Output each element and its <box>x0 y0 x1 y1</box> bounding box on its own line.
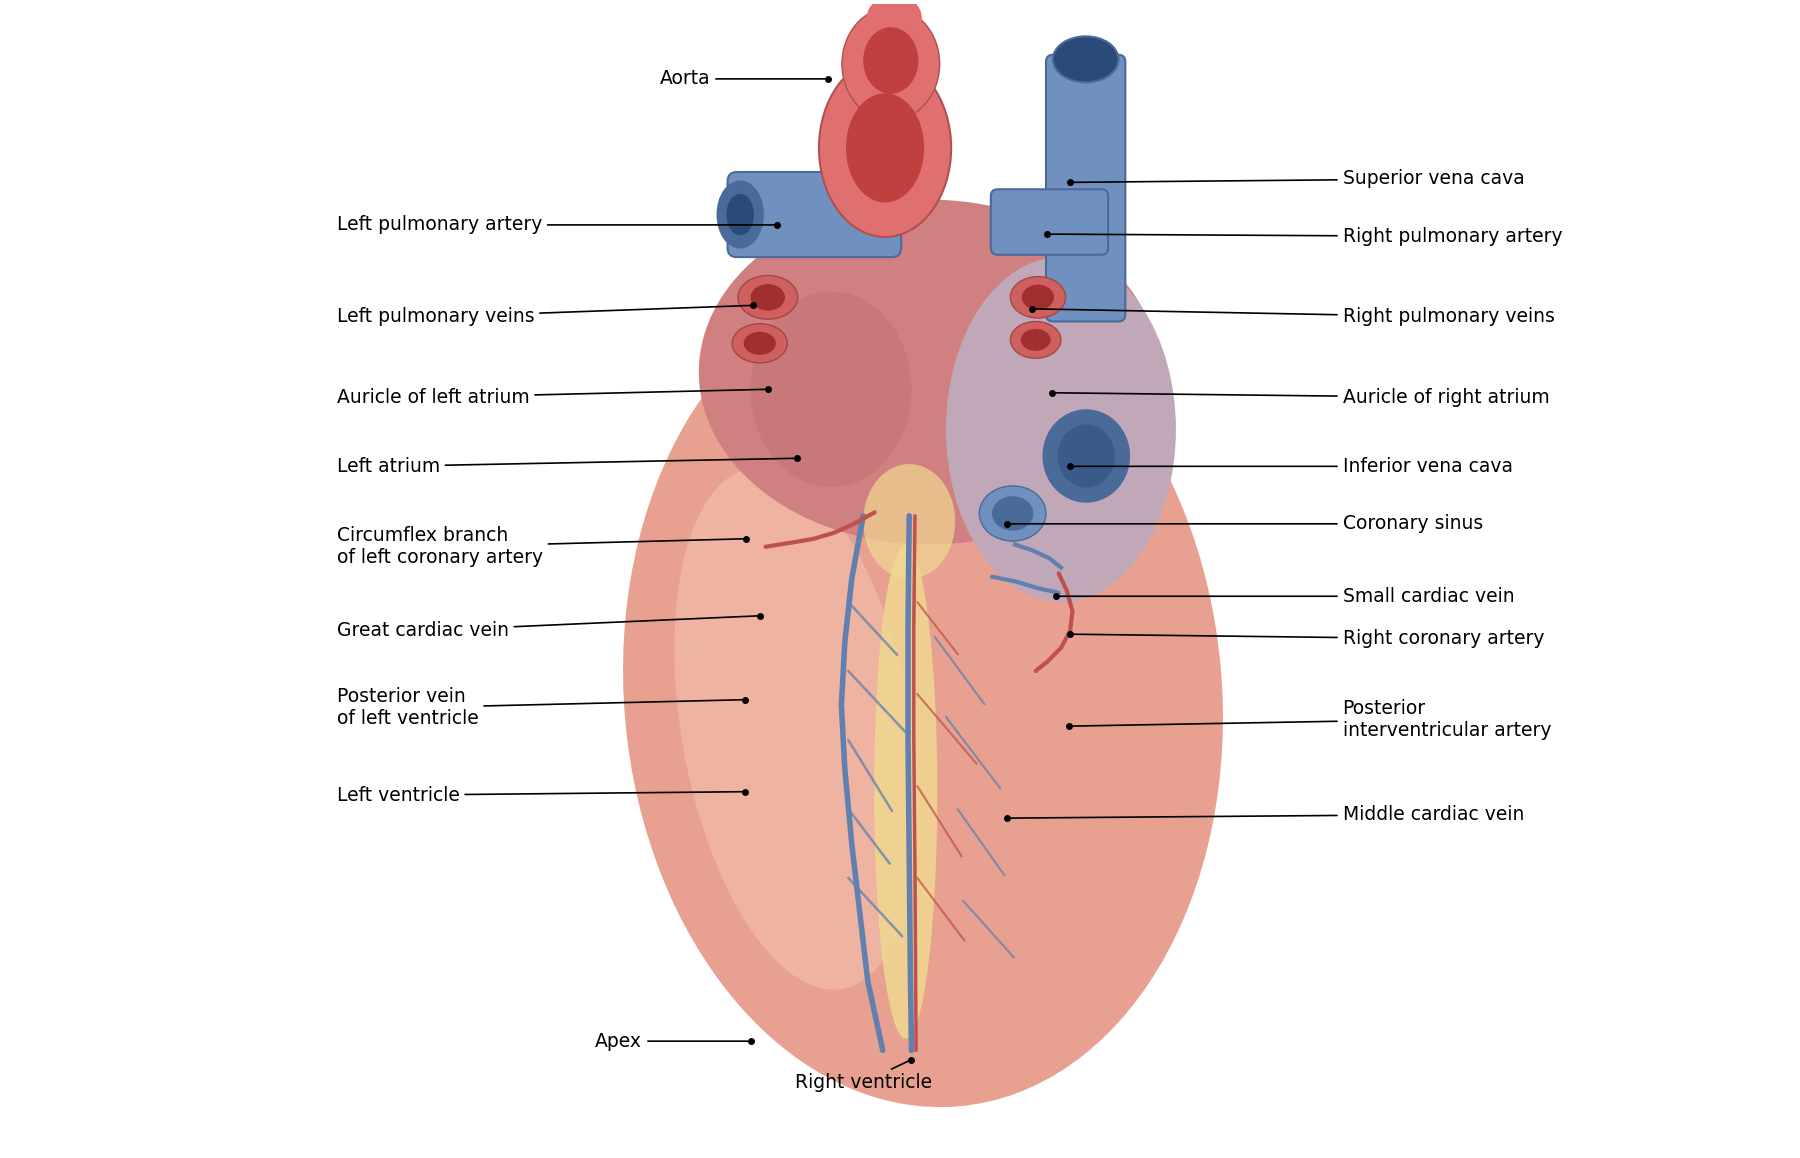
Text: Auricle of left atrium: Auricle of left atrium <box>337 388 765 406</box>
Ellipse shape <box>992 497 1033 530</box>
Ellipse shape <box>716 181 763 248</box>
Ellipse shape <box>675 468 918 990</box>
Ellipse shape <box>1058 424 1114 488</box>
Ellipse shape <box>1022 285 1055 310</box>
Ellipse shape <box>1021 329 1051 351</box>
Ellipse shape <box>1010 277 1066 318</box>
FancyBboxPatch shape <box>1046 54 1125 322</box>
Ellipse shape <box>846 94 923 203</box>
Ellipse shape <box>751 284 785 310</box>
Ellipse shape <box>738 276 797 320</box>
Ellipse shape <box>743 332 776 354</box>
Ellipse shape <box>1053 36 1118 82</box>
Ellipse shape <box>864 464 956 579</box>
Text: Inferior vena cava: Inferior vena cava <box>1073 457 1512 476</box>
Text: Circumflex branch
of left coronary artery: Circumflex branch of left coronary arter… <box>337 526 743 567</box>
Ellipse shape <box>733 324 787 362</box>
Text: Coronary sinus: Coronary sinus <box>1010 514 1483 534</box>
Ellipse shape <box>751 292 911 488</box>
Ellipse shape <box>698 199 1159 544</box>
Ellipse shape <box>623 281 1222 1107</box>
Text: Right pulmonary artery: Right pulmonary artery <box>1049 227 1562 245</box>
FancyBboxPatch shape <box>727 173 902 257</box>
Ellipse shape <box>819 59 950 237</box>
Text: Aorta: Aorta <box>659 69 824 88</box>
Ellipse shape <box>875 544 938 1039</box>
Ellipse shape <box>842 8 940 120</box>
Text: Right coronary artery: Right coronary artery <box>1073 629 1544 648</box>
Text: Posterior
interventricular artery: Posterior interventricular artery <box>1071 698 1552 740</box>
Ellipse shape <box>727 193 754 235</box>
FancyBboxPatch shape <box>990 189 1109 255</box>
Text: Left pulmonary veins: Left pulmonary veins <box>337 306 751 327</box>
Text: Left ventricle: Left ventricle <box>337 785 742 805</box>
Text: Right ventricle: Right ventricle <box>794 1061 932 1092</box>
Text: Posterior vein
of left ventricle: Posterior vein of left ventricle <box>337 687 742 728</box>
Ellipse shape <box>1010 322 1060 358</box>
Ellipse shape <box>866 0 922 41</box>
Text: Small cardiac vein: Small cardiac vein <box>1058 587 1514 606</box>
Ellipse shape <box>979 486 1046 541</box>
Text: Middle cardiac vein: Middle cardiac vein <box>1010 805 1525 824</box>
Ellipse shape <box>1044 410 1129 501</box>
Ellipse shape <box>947 257 1175 602</box>
Text: Auricle of right atrium: Auricle of right atrium <box>1055 388 1550 406</box>
Ellipse shape <box>864 27 918 94</box>
Text: Great cardiac vein: Great cardiac vein <box>337 616 758 640</box>
Text: Right pulmonary veins: Right pulmonary veins <box>1035 307 1555 327</box>
Text: Left pulmonary artery: Left pulmonary artery <box>337 215 774 234</box>
Text: Left atrium: Left atrium <box>337 457 794 476</box>
Text: Apex: Apex <box>596 1032 747 1050</box>
Text: Superior vena cava: Superior vena cava <box>1073 169 1525 189</box>
